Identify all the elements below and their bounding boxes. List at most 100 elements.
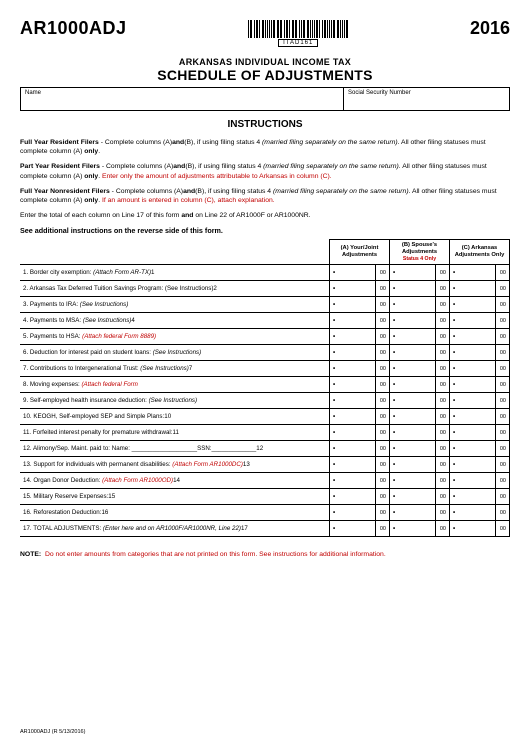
cents-cell: 00 xyxy=(496,441,510,457)
col-a-value[interactable]: • xyxy=(330,425,376,441)
table-row: 11. Forfeited interest penalty for prema… xyxy=(20,425,510,441)
col-a-value[interactable]: • xyxy=(330,409,376,425)
col-c-value[interactable]: • xyxy=(450,409,496,425)
name-field[interactable]: Name xyxy=(21,88,344,110)
col-a-value[interactable]: • xyxy=(330,473,376,489)
note-lead: NOTE: xyxy=(20,551,41,558)
cents-cell: 00 xyxy=(376,281,390,297)
cents-cell: 00 xyxy=(376,505,390,521)
col-c-value[interactable]: • xyxy=(450,473,496,489)
para2-lead: Part Year Resident Filers xyxy=(20,163,100,170)
row-description: 10. KEOGH, Self-employed SEP and Simple … xyxy=(20,409,330,425)
col-a-value[interactable]: • xyxy=(330,313,376,329)
col-a-value[interactable]: • xyxy=(330,393,376,409)
col-c-value[interactable]: • xyxy=(450,281,496,297)
cents-cell: 00 xyxy=(376,425,390,441)
para2-text-a: - Complete columns (A) xyxy=(100,163,173,170)
col-c-value[interactable]: • xyxy=(450,425,496,441)
col-c-value[interactable]: • xyxy=(450,345,496,361)
col-b-value[interactable]: • xyxy=(390,313,436,329)
row-description: 1. Border city exemption: (Attach Form A… xyxy=(20,265,330,281)
row-description: 11. Forfeited interest penalty for prema… xyxy=(20,425,330,441)
col-c-value[interactable]: • xyxy=(450,441,496,457)
cents-cell: 00 xyxy=(376,345,390,361)
cents-cell: 00 xyxy=(496,313,510,329)
col-b-value[interactable]: • xyxy=(390,409,436,425)
table-row: 7. Contributions to Intergenerational Tr… xyxy=(20,361,510,377)
col-c-value[interactable]: • xyxy=(450,457,496,473)
table-row: 5. Payments to HSA: (Attach federal Form… xyxy=(20,329,510,345)
col-b-value[interactable]: • xyxy=(390,457,436,473)
col-a-value[interactable]: • xyxy=(330,377,376,393)
col-b-value[interactable]: • xyxy=(390,345,436,361)
col-a-value[interactable]: • xyxy=(330,329,376,345)
cents-cell: 00 xyxy=(496,521,510,537)
col-c-value[interactable]: • xyxy=(450,265,496,281)
adjustments-table: (A) Your/Joint Adjustments (B) Spouse's … xyxy=(20,239,510,537)
col-c-value[interactable]: • xyxy=(450,521,496,537)
col-c-value[interactable]: • xyxy=(450,313,496,329)
instruction-para-2: Part Year Resident Filers - Complete col… xyxy=(20,162,510,180)
cents-cell: 00 xyxy=(496,377,510,393)
cents-cell: 00 xyxy=(376,377,390,393)
col-a-value[interactable]: • xyxy=(330,361,376,377)
col-b-value[interactable]: • xyxy=(390,521,436,537)
col-a-value[interactable]: • xyxy=(330,505,376,521)
para1-lead: Full Year Resident Filers xyxy=(20,139,99,146)
para3-lead: Full Year Nonresident Filers xyxy=(20,188,110,195)
title-block: ARKANSAS INDIVIDUAL INCOME TAX SCHEDULE … xyxy=(20,57,510,83)
col-a-value[interactable]: • xyxy=(330,345,376,361)
ssn-field[interactable]: Social Security Number xyxy=(344,88,509,110)
table-row: 4. Payments to MSA: (See Instructions)4•… xyxy=(20,313,510,329)
col-c-value[interactable]: • xyxy=(450,505,496,521)
cents-cell: 00 xyxy=(436,313,450,329)
col-b-value[interactable]: • xyxy=(390,441,436,457)
cents-cell: 00 xyxy=(436,409,450,425)
col-c-value[interactable]: • xyxy=(450,297,496,313)
cents-cell: 00 xyxy=(436,393,450,409)
instructions-header: INSTRUCTIONS xyxy=(20,119,510,130)
col-a-value[interactable]: • xyxy=(330,489,376,505)
col-a-value[interactable]: • xyxy=(330,281,376,297)
cents-cell: 00 xyxy=(376,361,390,377)
row-description: 3. Payments to IRA: (See Instructions) xyxy=(20,297,330,313)
year: 2016 xyxy=(470,18,510,39)
row-description: 4. Payments to MSA: (See Instructions)4 xyxy=(20,313,330,329)
col-c-value[interactable]: • xyxy=(450,377,496,393)
col-b-value[interactable]: • xyxy=(390,361,436,377)
col-b-value[interactable]: • xyxy=(390,265,436,281)
col-c-value[interactable]: • xyxy=(450,361,496,377)
col-b-value[interactable]: • xyxy=(390,505,436,521)
cents-cell: 00 xyxy=(496,425,510,441)
col-b-value[interactable]: • xyxy=(390,473,436,489)
col-b-value[interactable]: • xyxy=(390,489,436,505)
col-c-value[interactable]: • xyxy=(450,393,496,409)
col-a-value[interactable]: • xyxy=(330,297,376,313)
cents-cell: 00 xyxy=(496,409,510,425)
col-a-value[interactable]: • xyxy=(330,457,376,473)
cents-cell: 00 xyxy=(496,281,510,297)
para3-text-a: - Complete columns (A) xyxy=(110,188,183,195)
cents-cell: 00 xyxy=(436,425,450,441)
name-ssn-row: Name Social Security Number xyxy=(20,87,510,111)
col-a-value[interactable]: • xyxy=(330,441,376,457)
row-description: 5. Payments to HSA: (Attach federal Form… xyxy=(20,329,330,345)
para3-text-b: (B), if using filing status 4 xyxy=(195,188,273,195)
col-c-value[interactable]: • xyxy=(450,489,496,505)
para3-only: only xyxy=(84,197,98,204)
col-b-value[interactable]: • xyxy=(390,297,436,313)
col-b-value[interactable]: • xyxy=(390,393,436,409)
col-b-value[interactable]: • xyxy=(390,329,436,345)
col-b-value[interactable]: • xyxy=(390,425,436,441)
col-c-value[interactable]: • xyxy=(450,329,496,345)
col-a-value[interactable]: • xyxy=(330,265,376,281)
row-description: 16. Reforestation Deduction:16 xyxy=(20,505,330,521)
col-b-value[interactable]: • xyxy=(390,281,436,297)
note-text: Do not enter amounts from categories tha… xyxy=(45,551,386,558)
col-a-value[interactable]: • xyxy=(330,521,376,537)
col-b-value[interactable]: • xyxy=(390,377,436,393)
cents-cell: 00 xyxy=(376,409,390,425)
cents-cell: 00 xyxy=(376,329,390,345)
header-row: AR1000ADJ ITAD161 2016 xyxy=(20,18,510,47)
table-row: 14. Organ Donor Deduction: (Attach Form … xyxy=(20,473,510,489)
